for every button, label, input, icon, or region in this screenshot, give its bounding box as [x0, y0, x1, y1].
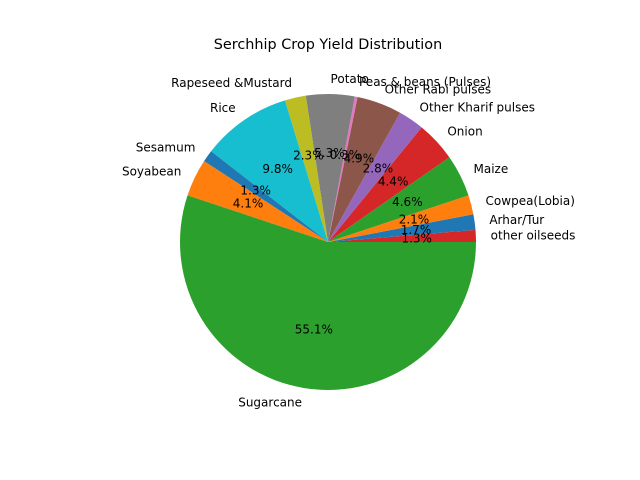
- pie-slice-other-rabi-pulses: [328, 96, 401, 242]
- percent-label-rice: 9.8%: [262, 162, 293, 176]
- category-label-arhar-tur: Arhar/Tur: [489, 213, 544, 227]
- percent-label-other-rabi-pulses: 4.9%: [344, 152, 375, 166]
- pie-slice-soyabean: [187, 161, 328, 242]
- category-label-onion: Onion: [447, 124, 482, 138]
- percent-label-maize: 4.6%: [392, 195, 423, 209]
- category-label-potato: Potato: [331, 72, 369, 86]
- category-label-sesamum: Sesamum: [136, 141, 196, 155]
- category-label-other-rabi-pulses: Other Rabi pulses: [385, 82, 492, 96]
- percent-label-soyabean: 4.1%: [233, 196, 264, 210]
- chart-title: Serchhip Crop Yield Distribution: [214, 37, 442, 53]
- percent-label-peas-beans-pulses: 0.3%: [330, 148, 361, 162]
- category-label-other-kharif-pulses: Other Kharif pulses: [420, 100, 535, 114]
- category-label-cowpea-lobia: Cowpea(Lobia): [486, 194, 575, 208]
- percent-label-sugarcane: 55.1%: [295, 323, 333, 337]
- pie-slice-cowpea-lobia: [328, 195, 474, 242]
- category-label-rice: Rice: [210, 101, 236, 115]
- category-label-sugarcane: Sugarcane: [238, 396, 302, 410]
- percent-label-other-oilseeds: 1.3%: [401, 231, 432, 245]
- percent-label-other-kharif-pulses: 2.8%: [363, 162, 394, 176]
- category-label-maize: Maize: [474, 162, 509, 176]
- pie-slice-rapeseed-mustard: [284, 95, 328, 243]
- percent-labels: 1.3%1.7%2.1%4.6%4.4%2.8%4.9%0.3%5.3%2.3%…: [233, 146, 432, 336]
- pie-slice-potato: [305, 94, 355, 242]
- percent-label-sesamum: 1.3%: [240, 183, 271, 197]
- pie-slice-rice: [211, 100, 328, 242]
- percent-label-onion: 4.4%: [378, 175, 409, 189]
- pie-slice-sugarcane: [180, 195, 476, 390]
- percent-label-rapeseed-mustard: 2.3%: [293, 148, 324, 162]
- pie-slice-maize: [328, 157, 469, 242]
- pie-slice-onion: [328, 127, 450, 242]
- category-label-peas-beans-pulses: Peas & beans (Pulses): [359, 75, 491, 89]
- category-label-other-oilseeds: other oilseeds: [491, 228, 576, 242]
- category-label-soyabean: Soyabean: [122, 164, 181, 178]
- pie-slice-other-kharif-pulses: [328, 112, 422, 242]
- percent-label-potato: 5.3%: [314, 146, 345, 160]
- category-label-rapeseed-mustard: Rapeseed &Mustard: [171, 76, 292, 90]
- pie-slice-other-oilseeds: [328, 229, 476, 242]
- percent-label-arhar-tur: 1.7%: [401, 223, 432, 237]
- pie-slice-sesamum: [204, 151, 328, 242]
- pie-slice-peas-beans-pulses: [328, 96, 358, 242]
- pie-slices: [180, 94, 476, 390]
- percent-label-cowpea-lobia: 2.1%: [399, 213, 430, 227]
- pie-slice-arhar-tur: [328, 214, 476, 242]
